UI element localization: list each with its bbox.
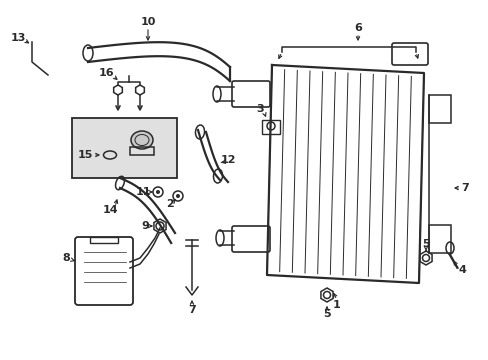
Text: 2: 2	[166, 199, 174, 209]
Bar	[428, 225, 450, 253]
Text: 14: 14	[102, 205, 118, 215]
Ellipse shape	[131, 131, 153, 149]
Text: 13: 13	[10, 33, 26, 43]
Text: 4: 4	[457, 265, 465, 275]
Bar	[90, 237, 118, 243]
Text: 8: 8	[62, 253, 70, 263]
Circle shape	[176, 194, 180, 198]
Text: 5: 5	[421, 239, 429, 249]
Text: 15: 15	[77, 150, 93, 160]
Bar	[72, 118, 177, 178]
Text: 1: 1	[332, 300, 340, 310]
Bar	[428, 95, 450, 123]
Text: 6: 6	[353, 23, 361, 33]
Text: 7: 7	[188, 305, 196, 315]
Text: 12: 12	[220, 155, 235, 165]
Text: 10: 10	[140, 17, 155, 27]
Text: 9: 9	[141, 221, 149, 231]
Text: 3: 3	[256, 104, 263, 114]
Text: 16: 16	[99, 68, 115, 78]
Text: 11: 11	[135, 187, 150, 197]
Text: 7: 7	[460, 183, 468, 193]
Circle shape	[156, 190, 160, 194]
Bar	[262, 120, 280, 134]
Bar	[130, 147, 154, 155]
Text: 5: 5	[323, 309, 330, 319]
